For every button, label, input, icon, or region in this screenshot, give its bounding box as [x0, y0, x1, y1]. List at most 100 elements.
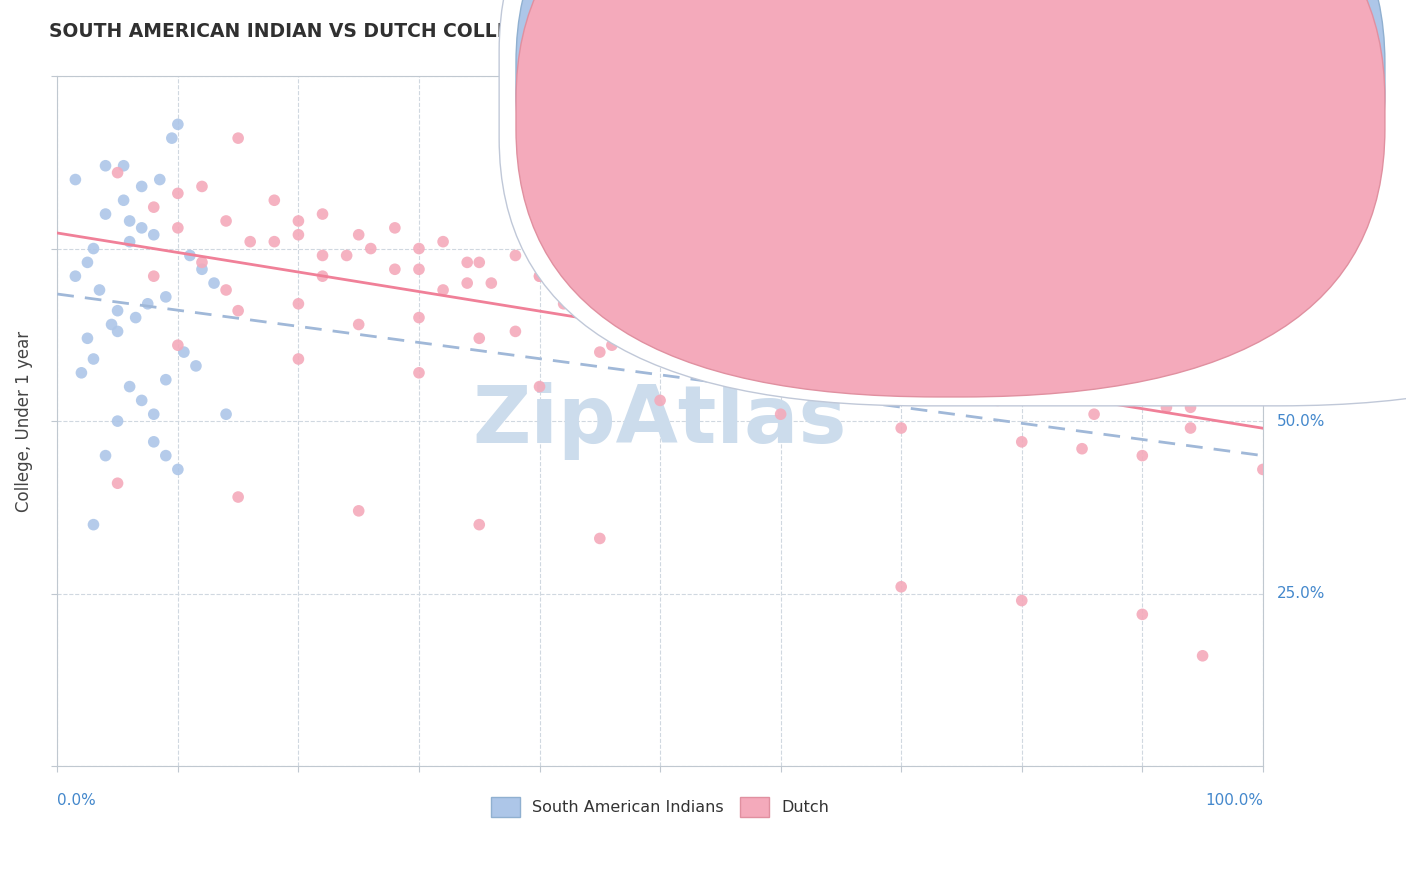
Point: [215, 407, 238, 421]
Point: [76, 255, 98, 269]
Point: [107, 476, 129, 491]
Point: [65, 172, 87, 186]
Point: [82, 517, 104, 532]
Point: [1083, 407, 1105, 421]
Point: [697, 351, 720, 366]
Point: [347, 318, 370, 332]
Point: [890, 345, 912, 359]
Point: [311, 269, 333, 284]
Point: [1251, 462, 1274, 476]
Point: [76, 331, 98, 345]
Point: [1130, 607, 1153, 622]
Text: 75.0%: 75.0%: [1277, 241, 1324, 256]
Point: [149, 172, 172, 186]
Legend: South American Indians, Dutch: South American Indians, Dutch: [485, 790, 835, 824]
Point: [745, 303, 768, 318]
Point: [287, 351, 309, 366]
Point: [384, 220, 406, 235]
Point: [793, 366, 815, 380]
Point: [793, 331, 815, 345]
Point: [914, 338, 936, 352]
Point: [468, 255, 491, 269]
Point: [769, 407, 792, 421]
Point: [1156, 401, 1178, 415]
Point: [173, 345, 195, 359]
Point: [136, 297, 159, 311]
Point: [215, 283, 238, 297]
Point: [336, 248, 359, 262]
Point: [589, 345, 612, 359]
Text: SOUTH AMERICAN INDIAN VS DUTCH COLLEGE, UNDER 1 YEAR CORRELATION CHART: SOUTH AMERICAN INDIAN VS DUTCH COLLEGE, …: [49, 22, 938, 41]
Point: [287, 214, 309, 228]
Point: [142, 407, 165, 421]
Point: [432, 283, 454, 297]
Point: [191, 262, 214, 277]
Point: [118, 379, 141, 393]
Point: [167, 186, 190, 201]
Point: [1035, 373, 1057, 387]
Point: [94, 159, 117, 173]
Point: [600, 338, 623, 352]
Point: [226, 490, 249, 504]
Point: [1107, 386, 1129, 401]
Point: [107, 303, 129, 318]
Point: [155, 449, 177, 463]
Point: [287, 227, 309, 242]
Point: [769, 186, 792, 201]
Point: [347, 227, 370, 242]
Point: [112, 194, 135, 208]
Point: [155, 290, 177, 304]
Point: [1071, 442, 1094, 456]
Text: Source: ZipAtlas.com: Source: ZipAtlas.com: [1237, 22, 1385, 37]
Point: [287, 297, 309, 311]
Point: [384, 262, 406, 277]
Point: [239, 235, 262, 249]
Point: [1083, 386, 1105, 401]
Point: [890, 421, 912, 435]
Point: [215, 214, 238, 228]
Point: [553, 290, 575, 304]
Point: [697, 297, 720, 311]
Point: [938, 359, 960, 373]
Point: [709, 145, 731, 159]
Point: [1059, 366, 1081, 380]
Point: [89, 283, 111, 297]
Point: [456, 255, 478, 269]
Text: 50.0%: 50.0%: [1277, 414, 1324, 429]
Point: [82, 351, 104, 366]
Point: [65, 269, 87, 284]
Point: [962, 359, 984, 373]
Point: [709, 318, 731, 332]
Point: [793, 318, 815, 332]
Point: [1011, 262, 1033, 277]
Point: [191, 179, 214, 194]
Point: [950, 386, 973, 401]
Point: [1191, 648, 1213, 663]
Point: [673, 290, 696, 304]
Point: [1180, 401, 1202, 415]
Point: [576, 290, 599, 304]
Point: [107, 414, 129, 428]
Point: [890, 235, 912, 249]
Point: [721, 318, 744, 332]
Point: [155, 373, 177, 387]
Text: R = -0.085  N = 42: R = -0.085 N = 42: [977, 70, 1130, 85]
Point: [408, 366, 430, 380]
Point: [131, 220, 153, 235]
Point: [769, 310, 792, 325]
Point: [830, 131, 852, 145]
Point: [479, 276, 502, 290]
Point: [263, 235, 285, 249]
Point: [468, 331, 491, 345]
Text: 0.0%: 0.0%: [58, 793, 96, 808]
Point: [589, 532, 612, 546]
Point: [160, 131, 183, 145]
Point: [648, 393, 671, 408]
Point: [468, 517, 491, 532]
Point: [1130, 290, 1153, 304]
Point: [142, 269, 165, 284]
Text: R = -0.382  N = 115: R = -0.382 N = 115: [977, 107, 1140, 121]
Text: 100.0%: 100.0%: [1205, 793, 1263, 808]
Point: [360, 242, 382, 256]
Point: [709, 359, 731, 373]
